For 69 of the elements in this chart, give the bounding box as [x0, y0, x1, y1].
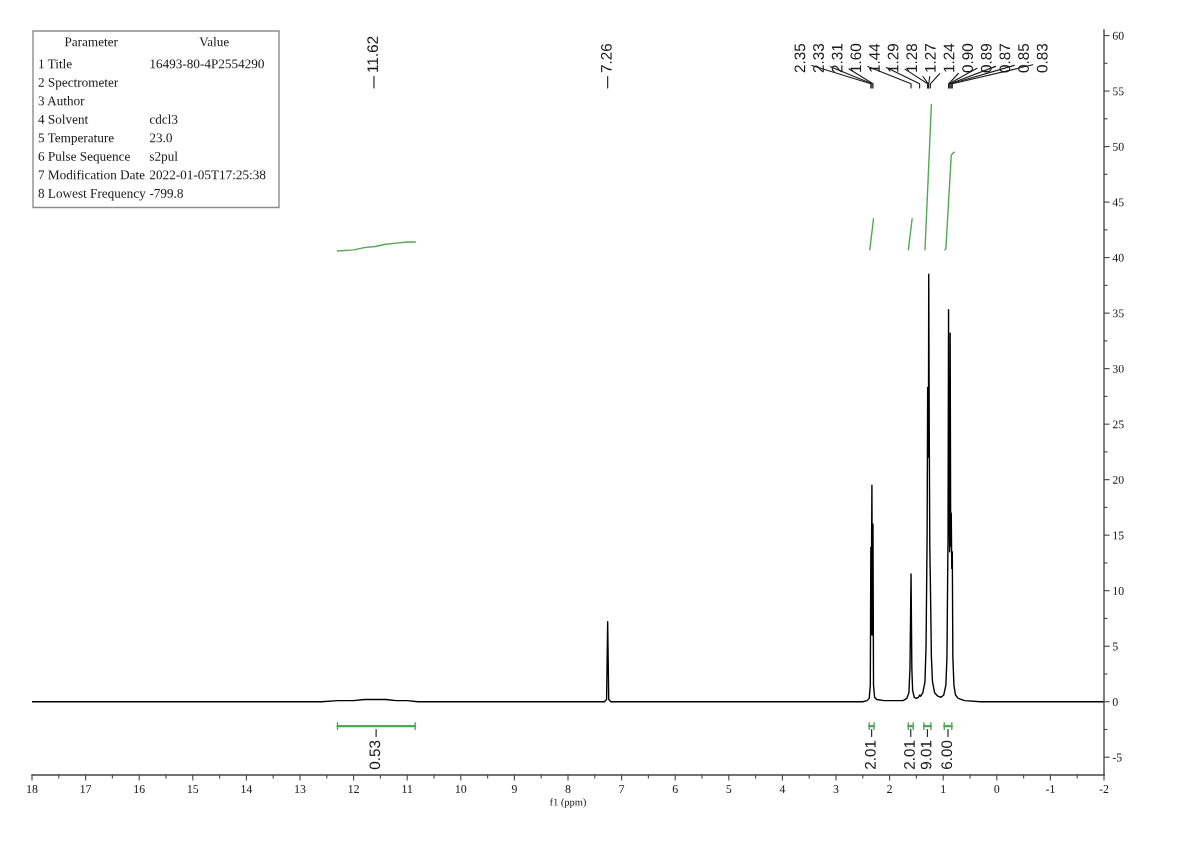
x-tick-label: 0 [994, 785, 1000, 794]
annotation: 11.62 [367, 36, 379, 72]
annotation: 7.26 [600, 43, 612, 73]
text: 4 Solvent cdcl3 [38, 114, 178, 124]
y-tick-label: 45 [1112, 198, 1124, 207]
x-tick-label: 7 [619, 785, 625, 793]
annotation: 0.87 [999, 44, 1011, 73]
annotation: 0.83 [1036, 43, 1048, 73]
x-tick-label: -1 [1045, 785, 1055, 793]
annotation: 1.24 [943, 43, 955, 72]
line-series [336, 241, 416, 252]
x-tick-label: 13 [295, 785, 306, 794]
annotation: 3 Author [38, 96, 85, 106]
y-tick-label: 35 [1112, 309, 1124, 318]
annotation: 2.01 [864, 740, 876, 769]
y-tick-label: 30 [1112, 364, 1124, 373]
text: 1 Title 16493-80-4P2554290 [39, 59, 264, 69]
annotation: 1.60 [850, 43, 862, 72]
text: Parameter Value [64, 37, 229, 47]
x-tick-label: 6 [672, 785, 678, 794]
x-tick-label: 17 [80, 785, 92, 793]
annotation: 2.01 [904, 740, 915, 769]
x-axis-title: f1 (ppm) [549, 798, 586, 808]
text: 6 Pulse Sequence s2pul [38, 151, 178, 164]
line-series [944, 151, 956, 251]
y-tick-label: -5 [1112, 753, 1122, 762]
x-tick-label: 15 [187, 785, 199, 794]
text: 7 Modification Date 2022-01-05T17:25:38 [38, 169, 266, 180]
annotation: 1.27 [924, 44, 936, 72]
y-tick-label: 10 [1113, 586, 1124, 595]
x-tick-label: 4 [779, 785, 786, 793]
x-tick-label: 9 [511, 785, 517, 794]
x-tick-label: 5 [726, 785, 732, 794]
text: 5 Temperature 23.0 [38, 133, 172, 145]
y-tick-label: 50 [1113, 142, 1124, 151]
x-tick-label: 1 [941, 785, 946, 793]
x-tick-label: 16 [134, 785, 145, 794]
y-tick-label: 60 [1112, 31, 1124, 40]
line-series [32, 273, 1104, 703]
y-tick-label: 25 [1112, 420, 1124, 429]
y-tick-label: 5 [1113, 642, 1118, 651]
annotation: 2.33 [813, 43, 824, 73]
annotation: 0.85 [1018, 43, 1029, 73]
annotation: 2 Spectrometer [38, 77, 119, 90]
y-tick-label: 0 [1112, 697, 1118, 706]
text: 8 Lowest Frequency -799.8 [38, 188, 183, 201]
annotation: 1.44 [869, 43, 880, 72]
annotation: 0.90 [962, 43, 974, 73]
y-tick-label: 15 [1113, 531, 1124, 540]
x-tick-label: 14 [241, 785, 253, 793]
y-tick-label: 55 [1113, 87, 1124, 96]
annotation: 0.53 [369, 740, 381, 770]
x-tick-label: 11 [402, 785, 413, 793]
annotation: 2.35 [794, 43, 806, 73]
x-tick-label: 18 [27, 785, 38, 794]
x-tick-label: 8 [565, 785, 571, 794]
annotation: 9.01 [920, 740, 932, 770]
x-tick-label: 2 [887, 785, 892, 793]
x-tick-label: 3 [833, 785, 839, 794]
annotation: 1.28 [906, 43, 918, 72]
x-tick-label: -2 [1099, 785, 1109, 793]
x-tick-label: 10 [455, 785, 467, 794]
x-tick-label: 12 [348, 785, 359, 793]
y-tick-label: 20 [1112, 475, 1124, 484]
annotation: 0.89 [980, 43, 992, 73]
y-tick-label: 40 [1112, 253, 1124, 262]
annotation: 2.31 [831, 44, 843, 73]
annotation: 1.29 [887, 43, 899, 72]
annotation: 6.00 [941, 740, 953, 769]
